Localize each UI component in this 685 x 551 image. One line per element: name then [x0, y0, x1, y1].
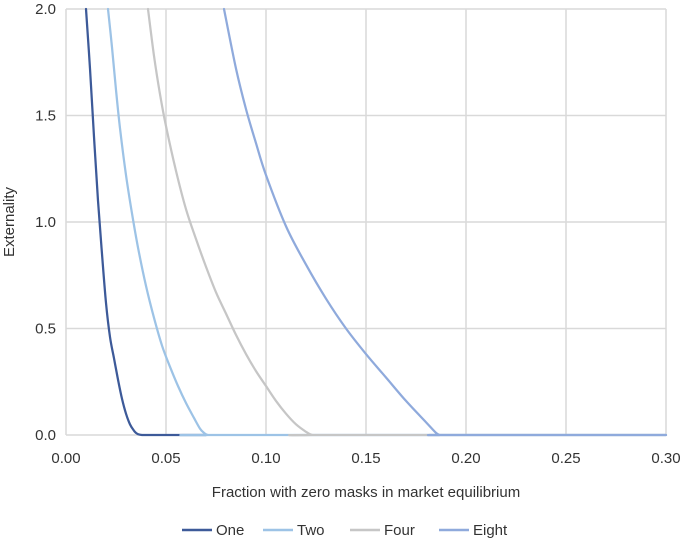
y-tick-label: 0.0: [35, 427, 56, 444]
x-tick-label: 0.00: [51, 450, 80, 467]
series-line-four: [146, 7, 668, 437]
series-line-one: [84, 7, 208, 437]
legend-label-two: Two: [297, 522, 325, 539]
x-tick-label: 0.30: [651, 450, 680, 467]
x-tick-label: 0.05: [151, 450, 180, 467]
legend-label-one: One: [216, 522, 244, 539]
legend-label-four: Four: [384, 522, 415, 539]
y-tick-label: 0.5: [35, 321, 56, 338]
x-tick-label: 0.25: [551, 450, 580, 467]
legend-label-eight: Eight: [473, 522, 508, 539]
legend: One Two Four Eight: [182, 522, 508, 539]
grid: [65, 8, 667, 436]
x-tick-label: 0.20: [451, 450, 480, 467]
y-tick-label: 2.0: [35, 1, 56, 18]
y-tick-labels: 0.0 0.5 1.0 1.5 2.0: [35, 1, 56, 444]
y-tick-label: 1.0: [35, 214, 56, 231]
series-line-two: [106, 7, 668, 437]
x-axis-title: Fraction with zero masks in market equil…: [212, 484, 520, 501]
x-tick-labels: 0.00 0.05 0.10 0.15 0.20 0.25 0.30: [51, 450, 680, 467]
series-lines: [84, 7, 668, 437]
x-tick-label: 0.15: [351, 450, 380, 467]
series-line-eight: [222, 7, 668, 437]
y-axis-title: Externality: [1, 186, 18, 257]
y-tick-label: 1.5: [35, 108, 56, 125]
x-tick-label: 0.10: [251, 450, 280, 467]
